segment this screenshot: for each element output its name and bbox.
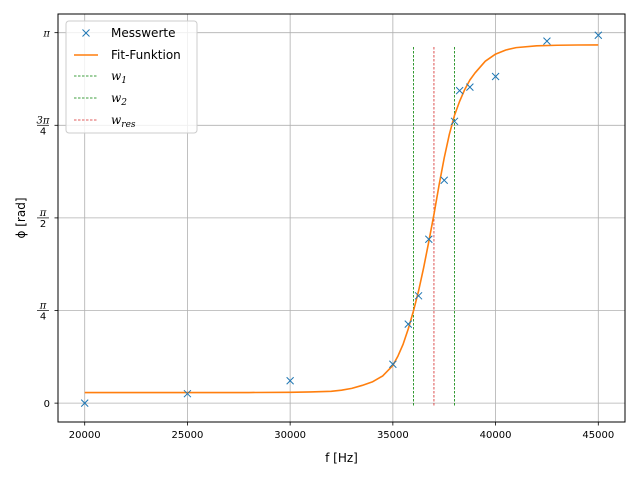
- data-point-stroke: [466, 83, 474, 91]
- legend-label: Messwerte: [111, 26, 175, 40]
- data-point: [440, 176, 449, 185]
- data-point-stroke: [424, 235, 433, 244]
- data-point: [404, 320, 413, 328]
- y-tick-numerator: π: [39, 208, 47, 219]
- data-point: [414, 291, 423, 300]
- data-point-stroke: [286, 376, 294, 385]
- data-point: [543, 37, 551, 45]
- data-point-stroke: [80, 399, 89, 407]
- data-point-stroke: [440, 176, 449, 185]
- legend-label-base: w: [111, 113, 122, 127]
- fit-curve: [84, 44, 599, 394]
- x-tick-label: 20000: [69, 430, 101, 441]
- legend-label-subscript: res: [121, 120, 136, 130]
- y-tick-numerator: π: [39, 301, 47, 312]
- x-axis: 20000 25000 30000 35000 40000 45000: [69, 422, 614, 441]
- y-tick-denominator: 2: [40, 219, 46, 230]
- legend-label-base: w: [111, 69, 122, 83]
- data-point: [466, 83, 474, 91]
- data-point-stroke: [491, 72, 500, 81]
- y-tick-label: 0: [44, 399, 50, 410]
- legend-label-subscript: 2: [120, 98, 127, 108]
- data-point: [594, 31, 603, 40]
- y-tick-numerator: 3π: [37, 115, 50, 126]
- legend-label: w2: [111, 91, 127, 108]
- data-point: [450, 117, 459, 126]
- x-tick-label: 25000: [172, 430, 204, 441]
- data-point: [424, 235, 433, 244]
- x-tick-label: 45000: [582, 430, 614, 441]
- data-point-stroke: [455, 86, 464, 95]
- y-tick-label: π: [42, 29, 50, 40]
- x-axis-label: f [Hz]: [325, 451, 358, 465]
- y-axis-label: ϕ [rad]: [14, 198, 28, 239]
- y-tick-denominator: 4: [40, 312, 46, 323]
- legend-label-base: w: [111, 91, 122, 105]
- legend-marker-x: [82, 29, 90, 37]
- data-point-stroke: [404, 320, 413, 328]
- y-tick-denominator: 4: [40, 126, 46, 137]
- data-point: [491, 72, 500, 81]
- data-point: [286, 376, 294, 385]
- data-point-stroke: [414, 291, 423, 300]
- data-point-stroke: [183, 389, 192, 398]
- data-point: [80, 399, 89, 407]
- x-tick-label: 35000: [377, 430, 409, 441]
- data-point: [183, 389, 192, 398]
- x-tick-label: 40000: [480, 430, 512, 441]
- legend-box: [65, 20, 198, 134]
- data-point-stroke: [389, 360, 397, 369]
- data-point-stroke: [594, 31, 603, 40]
- x-tick-label: 30000: [274, 430, 306, 441]
- legend-label: wres: [111, 113, 136, 130]
- legend-label: w1: [111, 69, 127, 86]
- plot-area: [80, 31, 603, 407]
- data-point-stroke: [450, 117, 459, 126]
- data-point: [455, 86, 464, 95]
- data-point-stroke: [543, 37, 551, 45]
- data-point: [389, 360, 397, 369]
- legend-label: Fit-Funktion: [111, 48, 181, 62]
- grid-lines: [58, 14, 625, 422]
- legend-label-subscript: 1: [121, 76, 127, 86]
